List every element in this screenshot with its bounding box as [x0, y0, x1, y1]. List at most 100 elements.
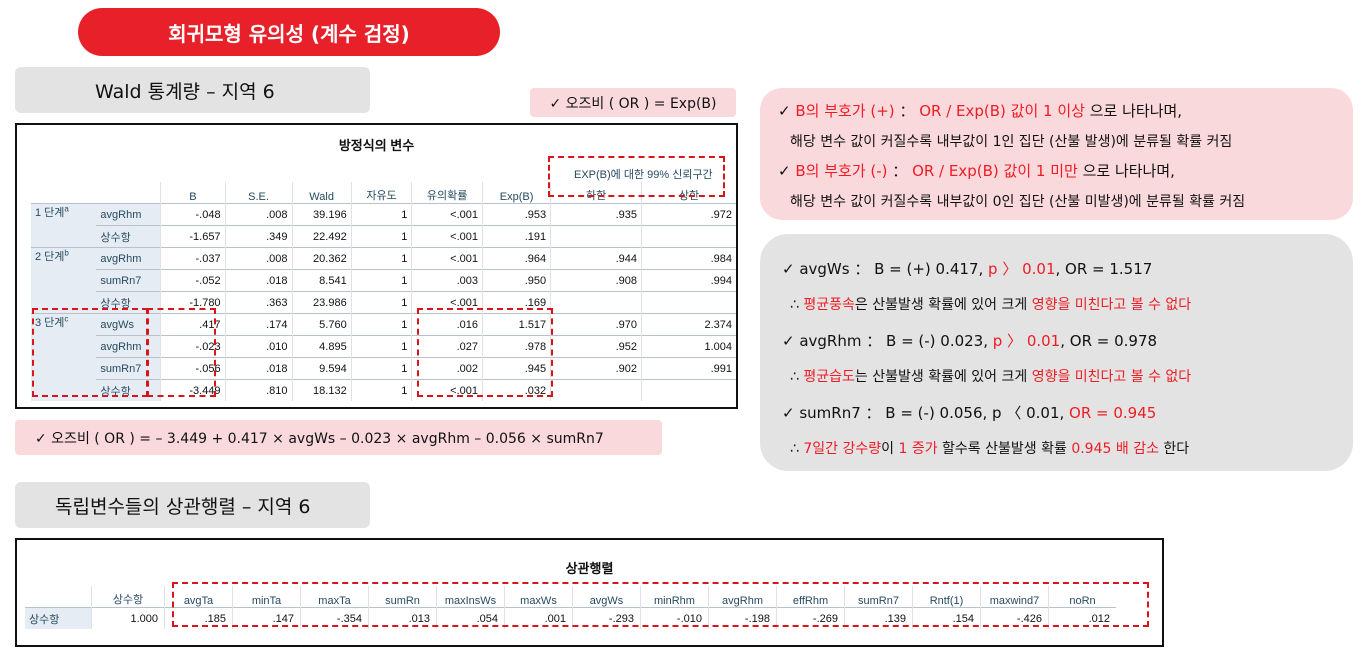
column-header: Wald [291, 182, 352, 204]
avgrhm-name: 평균습도 [803, 369, 855, 385]
increase-one: 1 증가 [898, 441, 938, 457]
cell [550, 225, 642, 248]
cell: .008 [224, 203, 293, 226]
cell: 1.000 [91, 607, 165, 629]
cell: 8.541 [291, 269, 352, 292]
table-row: 2 단계b avgRhm -.037.008 20.362 1 <.001.964.944… [31, 247, 736, 314]
text: 는 산불발생 확률에 있어 크게 [854, 369, 1032, 385]
cell: <.001 [411, 291, 483, 314]
column-header: minRhm [640, 586, 709, 608]
decrease-factor: 0.945 배 감소 [1071, 441, 1159, 457]
cell: .902 [550, 357, 642, 380]
cell: .185 [164, 607, 233, 629]
table-row: avgRhm -.023.010 4.895 1.027.978.952 1.004 [31, 335, 736, 358]
avgws-conclusion: ∴ 평균풍속은 산불발생 확률에 있어 크게 영향을 미친다고 볼 수 없다 [790, 294, 1191, 314]
cell: .952 [550, 335, 642, 358]
step3-highlight [32, 308, 148, 397]
cell: <.001 [411, 225, 483, 248]
cell: 1 [350, 313, 412, 336]
b-column-highlight [147, 308, 216, 397]
positive-explanation: 해당 변수 값이 커질수록 내부값이 1인 집단 (산불 발생)에 분류될 확률… [790, 134, 1233, 150]
cell: 1 [350, 379, 412, 401]
cell: .174 [224, 313, 293, 336]
sumrn7-conclusion: ∴ 7일간 강수량이 1 증가 할수록 산불발생 확률 0.945 배 감소 한… [790, 438, 1189, 458]
cell: <.001 [411, 203, 483, 226]
variable-name: avgRhm [96, 203, 161, 226]
variable-name: avgWs [96, 313, 161, 336]
text: 이 [881, 441, 899, 457]
avgws-or: , OR = 1.517 [1055, 260, 1153, 278]
column-header: maxwind7 [980, 586, 1049, 608]
cell: .139 [844, 607, 913, 629]
therefore-icon: ∴ [790, 369, 804, 385]
cell: 1 [350, 225, 412, 248]
cell: .154 [912, 607, 981, 629]
column-header: effRhm [776, 586, 845, 608]
cell: .001 [504, 607, 573, 629]
variable-name: 상수항 [96, 225, 161, 248]
table-row: 3 단계c avgWs .417.174 5.760 1.016 1.517.970 2.3… [31, 313, 736, 401]
colon: ： [894, 102, 920, 120]
avgrhm-stat: ✓ avgRhm ： B = (-) 0.023, [782, 332, 993, 350]
odds-ratio-note: ✓ 오즈비 ( OR ) = Exp(B) [530, 88, 736, 117]
cell: .013 [368, 607, 437, 629]
cell: .953 [481, 203, 551, 226]
cell: -.037 [160, 247, 226, 270]
cell: .012 [1048, 607, 1116, 629]
cell: -.010 [640, 607, 709, 629]
step-label: 1 단계a [31, 203, 97, 248]
cell: .008 [224, 247, 293, 270]
text: 할수록 산불발생 확률 [937, 441, 1072, 457]
odds-formula: ✓ 오즈비 ( OR ) = – 3.449 + 0.417 × avgWs –… [15, 420, 662, 455]
cell: 1 [350, 269, 412, 292]
column-header: avgRhm [708, 586, 777, 608]
wald-section-label: Wald 통계량 – 지역 6 [15, 67, 370, 113]
cell: .935 [550, 203, 642, 226]
cell: .810 [224, 379, 293, 401]
cell: .191 [481, 225, 551, 248]
negative-explanation: 해당 변수 값이 커질수록 내부값이 0인 집단 (산불 미발생)에 분류될 확… [790, 194, 1246, 210]
variable-name: avgRhm [96, 335, 161, 358]
cell: -.269 [776, 607, 845, 629]
avgrhm-conclusion: ∴ 평균습도는 산불발생 확률에 있어 크게 영향을 미친다고 볼 수 없다 [790, 366, 1191, 386]
cell: -.052 [160, 269, 226, 292]
cell: .010 [224, 335, 293, 358]
check-icon: ✓ [778, 162, 791, 180]
cell: .002 [411, 357, 483, 380]
column-header: maxInsWs [436, 586, 505, 608]
therefore-icon: ∴ [790, 441, 804, 457]
cell: .018 [224, 357, 293, 380]
cell [550, 379, 642, 401]
text: 한다 [1158, 441, 1190, 457]
variable-name: 상수항 [96, 291, 161, 314]
avgws-line: ✓ avgWs ： B = (+) 0.417, p 〉 0.01, OR = … [782, 258, 1152, 279]
cell: 9.594 [291, 357, 352, 380]
cell: -.354 [300, 607, 369, 629]
correlation-matrix-table: 상관행렬 상수항 avgTa minTa maxTa sumRn maxInsWs maxW… [15, 538, 1164, 647]
cell: .984 [641, 247, 736, 270]
ci-header: EXP(B)에 대한 99% 신뢰구간 [573, 169, 713, 181]
cell: -1.657 [160, 225, 226, 248]
avgws-stat: ✓ avgWs ： B = (+) 0.417, [782, 260, 989, 278]
cell: .991 [641, 357, 736, 380]
cell: .945 [481, 357, 551, 380]
cell: 23.986 [291, 291, 352, 314]
column-header: noRn [1048, 586, 1116, 608]
cell: .944 [550, 247, 642, 270]
step-label: 3 단계c [31, 313, 97, 401]
cell: -.293 [572, 607, 641, 629]
variable-interpretation-card: ✓ avgWs ： B = (+) 0.417, p 〉 0.01, OR = … [760, 234, 1353, 471]
column-header: avgWs [572, 586, 641, 608]
cell: 1 [350, 247, 412, 270]
page-title: 회귀모형 유의성 (계수 검정) [78, 8, 500, 56]
variable-name: sumRn7 [96, 269, 161, 292]
column-header: 유의확률 [411, 182, 483, 204]
negative-sign-line: ✓ B의 부호가 (-) ： OR / Exp(B) 값이 1 미만 으로 나타… [778, 160, 1175, 181]
cell: 18.132 [291, 379, 352, 401]
sumrn7-or: OR = 0.945 [1069, 404, 1157, 422]
cell [641, 225, 736, 248]
cell: .027 [411, 335, 483, 358]
cell [550, 291, 642, 314]
cell: .147 [232, 607, 301, 629]
cell: 5.760 [291, 313, 352, 336]
